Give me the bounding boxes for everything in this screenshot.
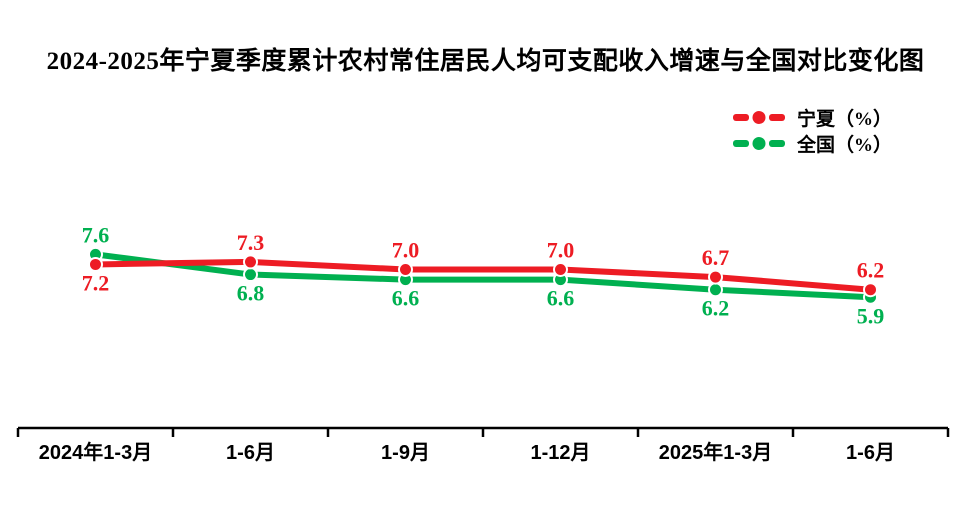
data-point-label: 6.6 xyxy=(547,286,575,311)
series-line-0 xyxy=(92,258,874,293)
legend-marker-green-icon xyxy=(733,136,785,150)
x-tick-label: 2025年1-3月 xyxy=(659,440,772,464)
data-point-label: 6.2 xyxy=(702,296,730,321)
data-point-marker xyxy=(863,282,878,298)
data-point-label: 6.8 xyxy=(237,281,265,306)
legend-dash xyxy=(769,139,785,147)
data-point-marker xyxy=(243,254,258,270)
legend-dot xyxy=(752,110,766,124)
x-tick-label: 1-6月 xyxy=(846,442,895,464)
x-tick-label: 1-6月 xyxy=(226,442,275,464)
data-point-label: 6.6 xyxy=(392,286,420,311)
data-point-marker xyxy=(708,282,723,298)
data-point-label: 7.2 xyxy=(82,270,110,295)
data-point-label: 7.0 xyxy=(547,238,575,263)
data-point-label: 7.3 xyxy=(237,230,265,255)
legend: 宁夏（%） 全国（%） xyxy=(733,104,892,156)
legend-dash xyxy=(733,139,749,147)
data-point-label: 5.9 xyxy=(857,303,885,328)
data-point-marker xyxy=(243,267,258,283)
data-point-label: 7.0 xyxy=(392,238,420,263)
x-tick-label: 1-12月 xyxy=(530,442,590,464)
series-line-1 xyxy=(92,251,874,301)
data-point-marker xyxy=(88,256,103,272)
data-point-label: 6.2 xyxy=(857,258,885,283)
legend-dash xyxy=(733,113,749,121)
legend-marker-red-icon xyxy=(733,110,785,124)
legend-label-ningxia: 宁夏（%） xyxy=(797,108,893,130)
legend-dot xyxy=(752,136,766,150)
data-point-label: 7.6 xyxy=(82,222,110,247)
legend-item-ningxia: 宁夏（%） xyxy=(733,104,892,130)
data-point-marker xyxy=(708,269,723,285)
data-point-marker xyxy=(398,262,413,277)
legend-dash xyxy=(769,113,785,121)
chart-title: 2024-2025年宁夏季度累计农村常住居民人均可支配收入增速与全国对比变化图 xyxy=(46,48,925,75)
x-tick-label: 1-9月 xyxy=(381,442,430,464)
x-tick-label: 2024年1-3月 xyxy=(39,440,152,464)
legend-item-national: 全国（%） xyxy=(733,130,892,156)
data-point-label: 6.7 xyxy=(702,245,730,270)
data-point-marker xyxy=(553,262,568,277)
legend-label-national: 全国（%） xyxy=(797,134,893,156)
